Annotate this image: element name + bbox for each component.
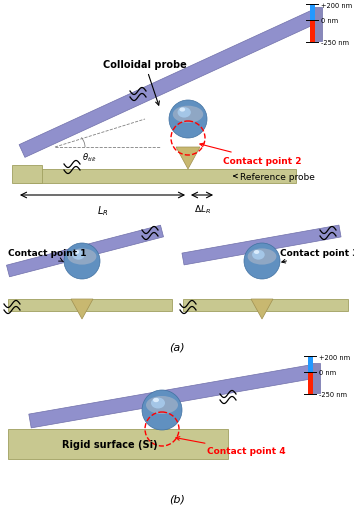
- Polygon shape: [19, 10, 321, 158]
- Text: Contact point 4: Contact point 4: [176, 437, 286, 456]
- Ellipse shape: [74, 250, 79, 255]
- Ellipse shape: [178, 108, 191, 118]
- Ellipse shape: [72, 250, 85, 260]
- Bar: [308, 357, 313, 372]
- Text: +200 nm: +200 nm: [321, 3, 352, 9]
- Bar: [309, 5, 314, 21]
- Ellipse shape: [142, 390, 182, 430]
- Polygon shape: [6, 226, 164, 277]
- Ellipse shape: [252, 250, 265, 260]
- Text: 0 nm: 0 nm: [321, 18, 338, 24]
- Bar: [8, 299, 172, 312]
- Bar: [30, 170, 296, 184]
- Polygon shape: [71, 299, 93, 319]
- Polygon shape: [176, 147, 200, 170]
- Polygon shape: [29, 365, 317, 428]
- Text: $L_R$: $L_R$: [97, 204, 108, 217]
- Bar: [183, 299, 348, 312]
- Polygon shape: [251, 299, 273, 319]
- Text: Contact point 1: Contact point 1: [8, 249, 86, 262]
- Text: (b): (b): [169, 494, 185, 504]
- Ellipse shape: [247, 249, 276, 265]
- Ellipse shape: [169, 101, 207, 139]
- Text: Colloidal probe: Colloidal probe: [103, 60, 187, 106]
- Text: Contact point 2: Contact point 2: [200, 144, 302, 165]
- Text: (a): (a): [169, 342, 185, 352]
- Ellipse shape: [146, 396, 178, 414]
- Polygon shape: [12, 166, 42, 184]
- Text: $\Delta L_R$: $\Delta L_R$: [194, 204, 211, 216]
- Ellipse shape: [153, 398, 159, 402]
- Ellipse shape: [244, 243, 280, 279]
- Text: -250 nm: -250 nm: [319, 391, 347, 397]
- Ellipse shape: [254, 250, 259, 255]
- Ellipse shape: [179, 108, 185, 113]
- Text: Rigid surface (Si): Rigid surface (Si): [62, 439, 158, 449]
- Text: Reference probe: Reference probe: [234, 172, 315, 181]
- Text: +200 nm: +200 nm: [319, 355, 350, 360]
- Bar: [312, 363, 320, 393]
- Text: -250 nm: -250 nm: [321, 40, 349, 46]
- Ellipse shape: [68, 249, 96, 265]
- Ellipse shape: [151, 398, 165, 409]
- Text: $\theta_{tilt}$: $\theta_{tilt}$: [82, 150, 97, 163]
- Text: Contact point 3: Contact point 3: [280, 249, 354, 264]
- Ellipse shape: [173, 107, 203, 124]
- Bar: [308, 372, 313, 394]
- Bar: [314, 8, 322, 42]
- Ellipse shape: [64, 243, 100, 279]
- Text: 0 nm: 0 nm: [319, 369, 336, 375]
- Bar: [309, 21, 314, 43]
- Bar: [8, 429, 228, 459]
- Polygon shape: [182, 226, 341, 266]
